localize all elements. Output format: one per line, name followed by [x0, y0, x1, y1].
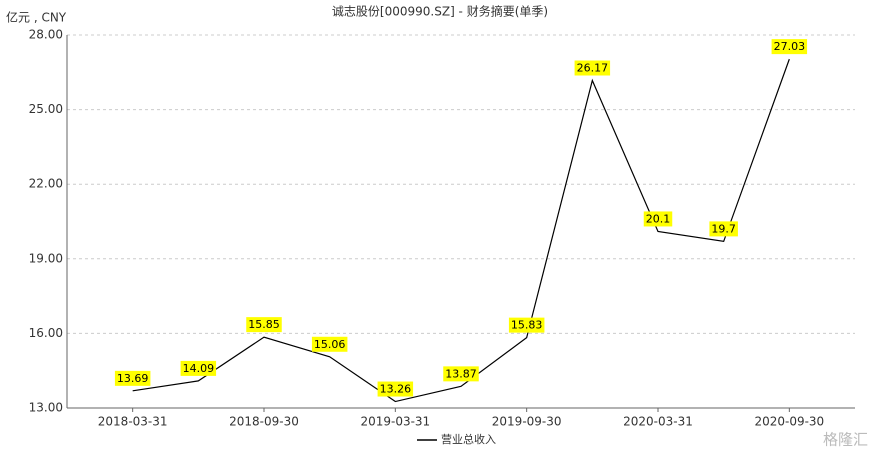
data-label: 20.1: [643, 211, 673, 227]
data-label-text: 15.83: [511, 319, 543, 332]
watermark: 格隆汇: [823, 431, 868, 449]
data-label-bg: [574, 60, 611, 76]
x-tick-label: 2019-09-30: [492, 415, 562, 429]
chart-title: 诚志股份[000990.SZ] - 财务摘要(单季): [332, 4, 548, 19]
x-tick-label: 2020-03-31: [623, 415, 693, 429]
data-label-bg: [643, 211, 673, 227]
y-tick-label: 28.00: [29, 28, 63, 42]
data-label-bg: [246, 317, 282, 333]
data-label-bg: [508, 317, 545, 333]
data-label: 13.26: [377, 381, 414, 397]
data-label-bg: [709, 221, 738, 237]
data-label-text: 13.69: [117, 372, 149, 385]
data-label-text: 13.26: [380, 383, 412, 396]
data-label: 14.09: [180, 360, 217, 376]
data-label-text: 19.7: [711, 222, 736, 235]
x-tick-label: 2018-09-30: [229, 415, 299, 429]
data-label-bg: [771, 39, 808, 55]
data-label: 26.17: [574, 60, 611, 76]
data-label-text: 20.1: [646, 212, 671, 225]
data-label-bg: [114, 370, 151, 386]
x-tick-label: 2019-03-31: [360, 415, 430, 429]
data-label: 19.7: [709, 221, 738, 237]
x-tick-label: 2018-03-31: [98, 415, 168, 429]
y-tick-label: 19.00: [29, 251, 63, 265]
data-label-text: 15.85: [248, 318, 280, 331]
data-label: 13.69: [114, 370, 151, 386]
data-label-bg: [377, 381, 414, 397]
data-label-bg: [443, 366, 479, 382]
data-label-bg: [180, 360, 217, 376]
y-tick-label: 13.00: [29, 401, 63, 415]
legend-label: 营业总收入: [441, 432, 496, 446]
data-label-text: 13.87: [445, 367, 477, 380]
y-tick-label: 25.00: [29, 102, 63, 116]
data-label-text: 26.17: [577, 62, 609, 75]
data-label: 15.85: [246, 317, 282, 333]
line: [132, 58, 790, 403]
data-label-bg: [311, 336, 348, 352]
y-axis-label: 亿元 , CNY: [6, 10, 67, 25]
data-label: 27.03: [771, 39, 808, 55]
data-label: 15.06: [311, 336, 348, 352]
data-label: 15.83: [508, 317, 545, 333]
data-label-text: 27.03: [774, 40, 806, 53]
x-tick-label: 2020-09-30: [754, 415, 824, 429]
y-tick-label: 16.00: [29, 326, 63, 340]
y-tick-label: 22.00: [29, 177, 63, 191]
data-label: 13.87: [443, 366, 479, 382]
data-label-text: 15.06: [314, 338, 346, 351]
data-label-text: 14.09: [183, 362, 215, 375]
